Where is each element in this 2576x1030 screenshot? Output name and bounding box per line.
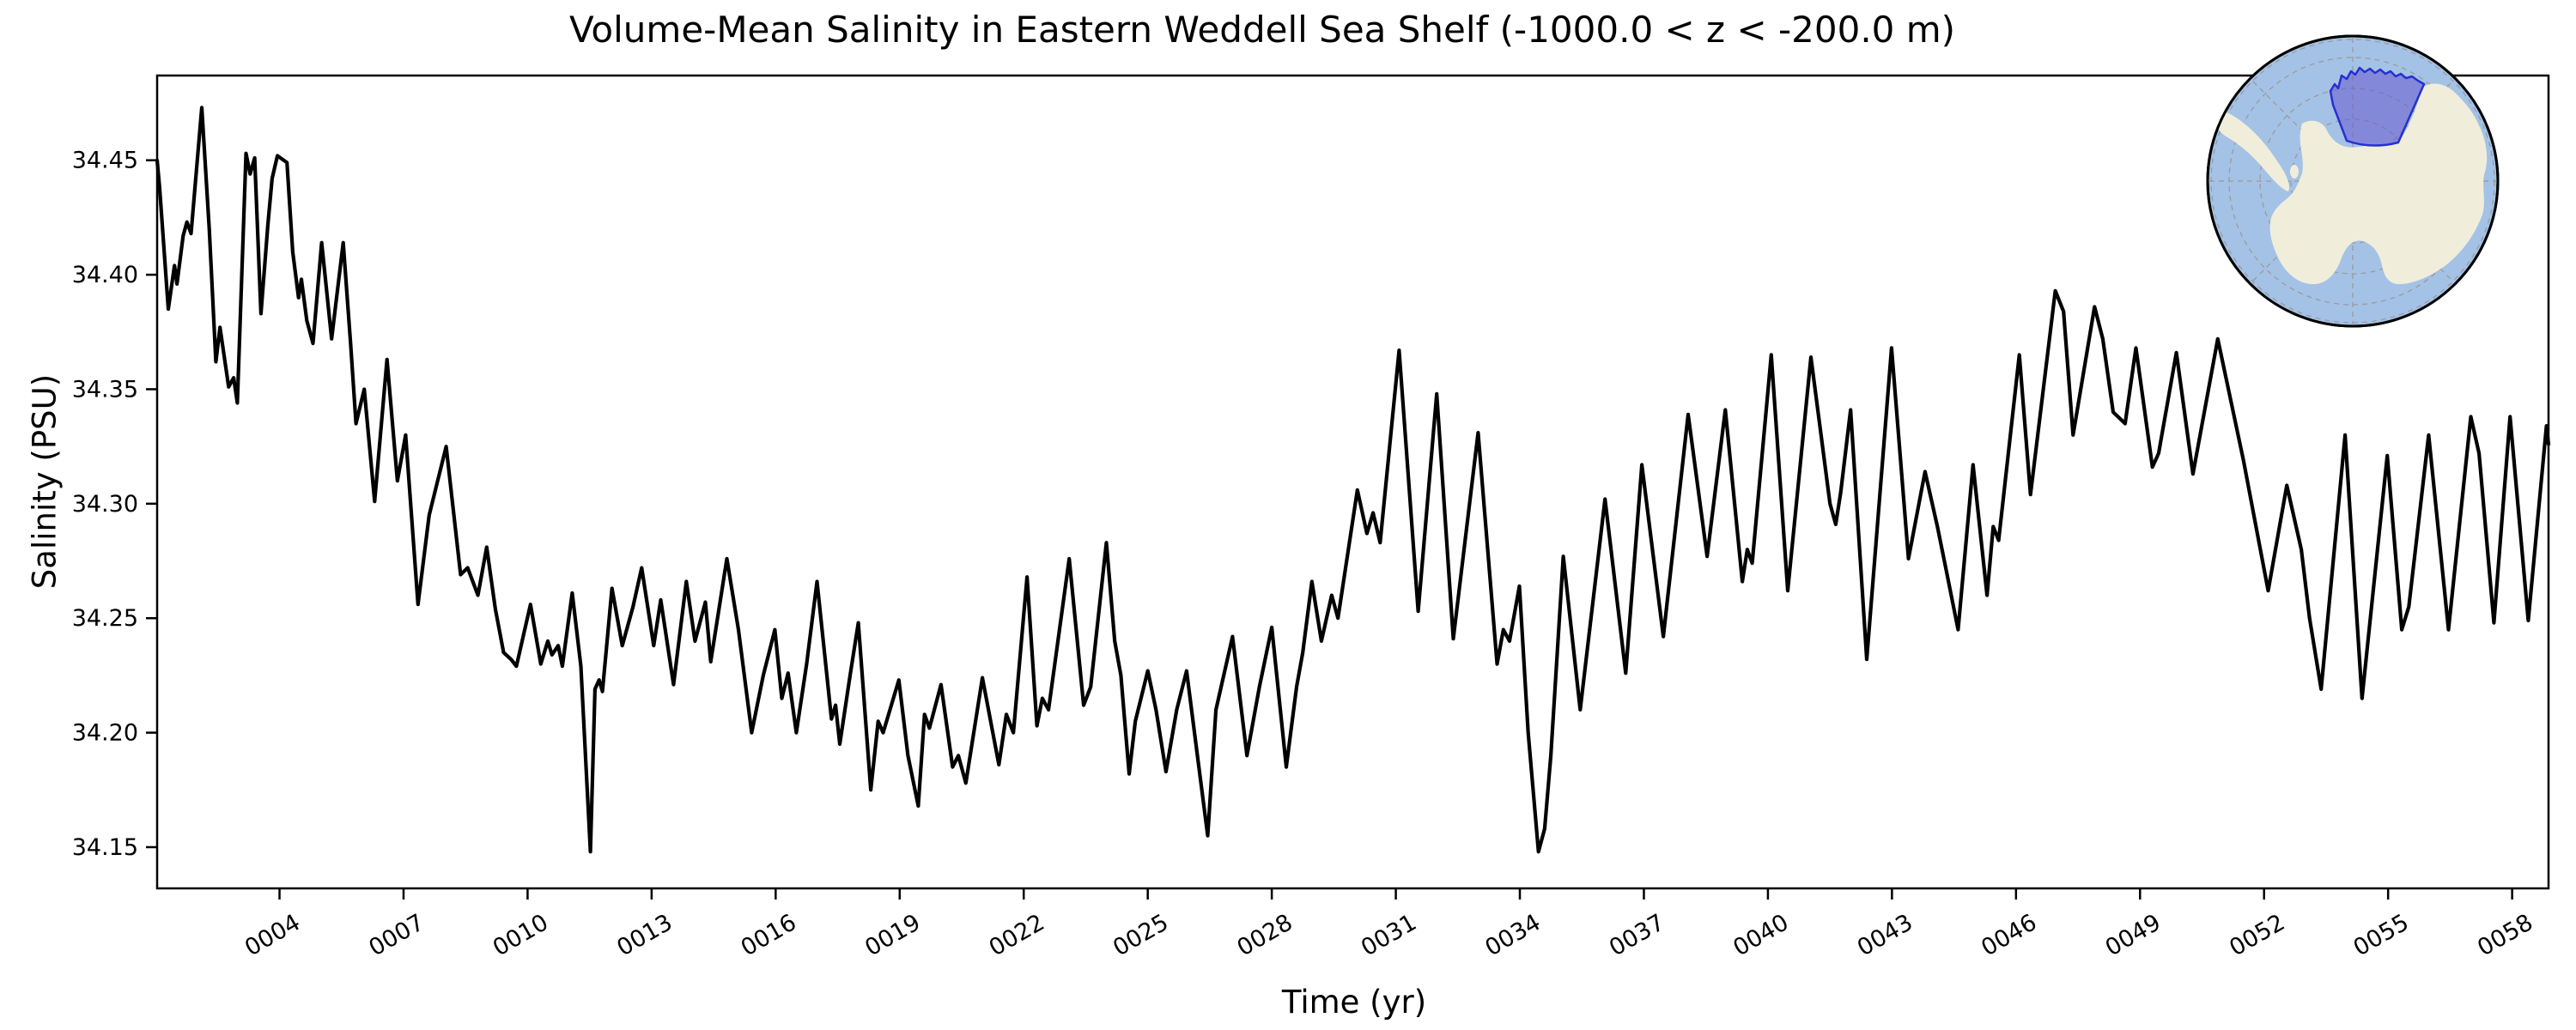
x-tick-label: 0007 xyxy=(364,909,428,961)
y-tick-label: 34.45 xyxy=(72,148,138,174)
map-boundary xyxy=(2206,34,2500,328)
coastal-islands xyxy=(2290,145,2312,197)
y-axis-ticks: 34.15 34.20 34.25 34.30 34.35 34.40 34.45 xyxy=(72,148,157,861)
x-tick-label: 0010 xyxy=(489,909,553,961)
chart-title: Volume-Mean Salinity in Eastern Weddell … xyxy=(568,9,1956,51)
y-tick-label: 34.15 xyxy=(72,834,138,861)
salinity-line-series xyxy=(155,106,2551,854)
x-tick-label: 0025 xyxy=(1109,909,1173,961)
x-tick-label: 0055 xyxy=(2349,909,2414,961)
x-tick-label: 0019 xyxy=(860,909,925,961)
x-tick-label: 0046 xyxy=(1977,909,2041,961)
antarctica-inset-map xyxy=(2206,34,2500,328)
x-tick-label: 0040 xyxy=(1728,909,1793,961)
x-tick-label: 0037 xyxy=(1605,909,1669,961)
y-tick-label: 34.35 xyxy=(72,376,138,403)
x-tick-label: 0043 xyxy=(1853,909,1917,961)
x-tick-label: 0028 xyxy=(1233,909,1297,961)
y-tick-label: 34.20 xyxy=(72,720,138,747)
y-axis-label: Salinity (PSU) xyxy=(26,373,64,590)
highlighted-region-eastern-weddell-shelf xyxy=(2329,66,2426,147)
antarctic-peninsula xyxy=(2217,110,2290,191)
y-tick-label: 34.30 xyxy=(72,491,138,518)
y-tick-label: 34.40 xyxy=(72,262,138,288)
x-tick-label: 0052 xyxy=(2225,909,2289,961)
plot-background xyxy=(157,76,2549,888)
x-tick-label: 0034 xyxy=(1481,909,1546,961)
x-tick-label: 0013 xyxy=(612,909,677,961)
x-tick-label: 0016 xyxy=(737,909,801,961)
x-tick-label: 0031 xyxy=(1357,909,1421,961)
x-tick-label: 0022 xyxy=(985,909,1049,961)
antarctica-landmass xyxy=(2269,83,2488,285)
x-tick-label: 0058 xyxy=(2473,909,2537,961)
x-tick-label: 0049 xyxy=(2101,909,2166,961)
y-tick-label: 34.25 xyxy=(72,605,138,632)
axes-frame xyxy=(155,74,2550,890)
x-axis-ticks: 0004 0007 0010 0013 0016 0019 0022 0025 0028 0031… xyxy=(240,888,2537,961)
x-tick-label: 0004 xyxy=(240,909,305,961)
x-axis-label: Time (yr) xyxy=(1281,984,1427,1021)
